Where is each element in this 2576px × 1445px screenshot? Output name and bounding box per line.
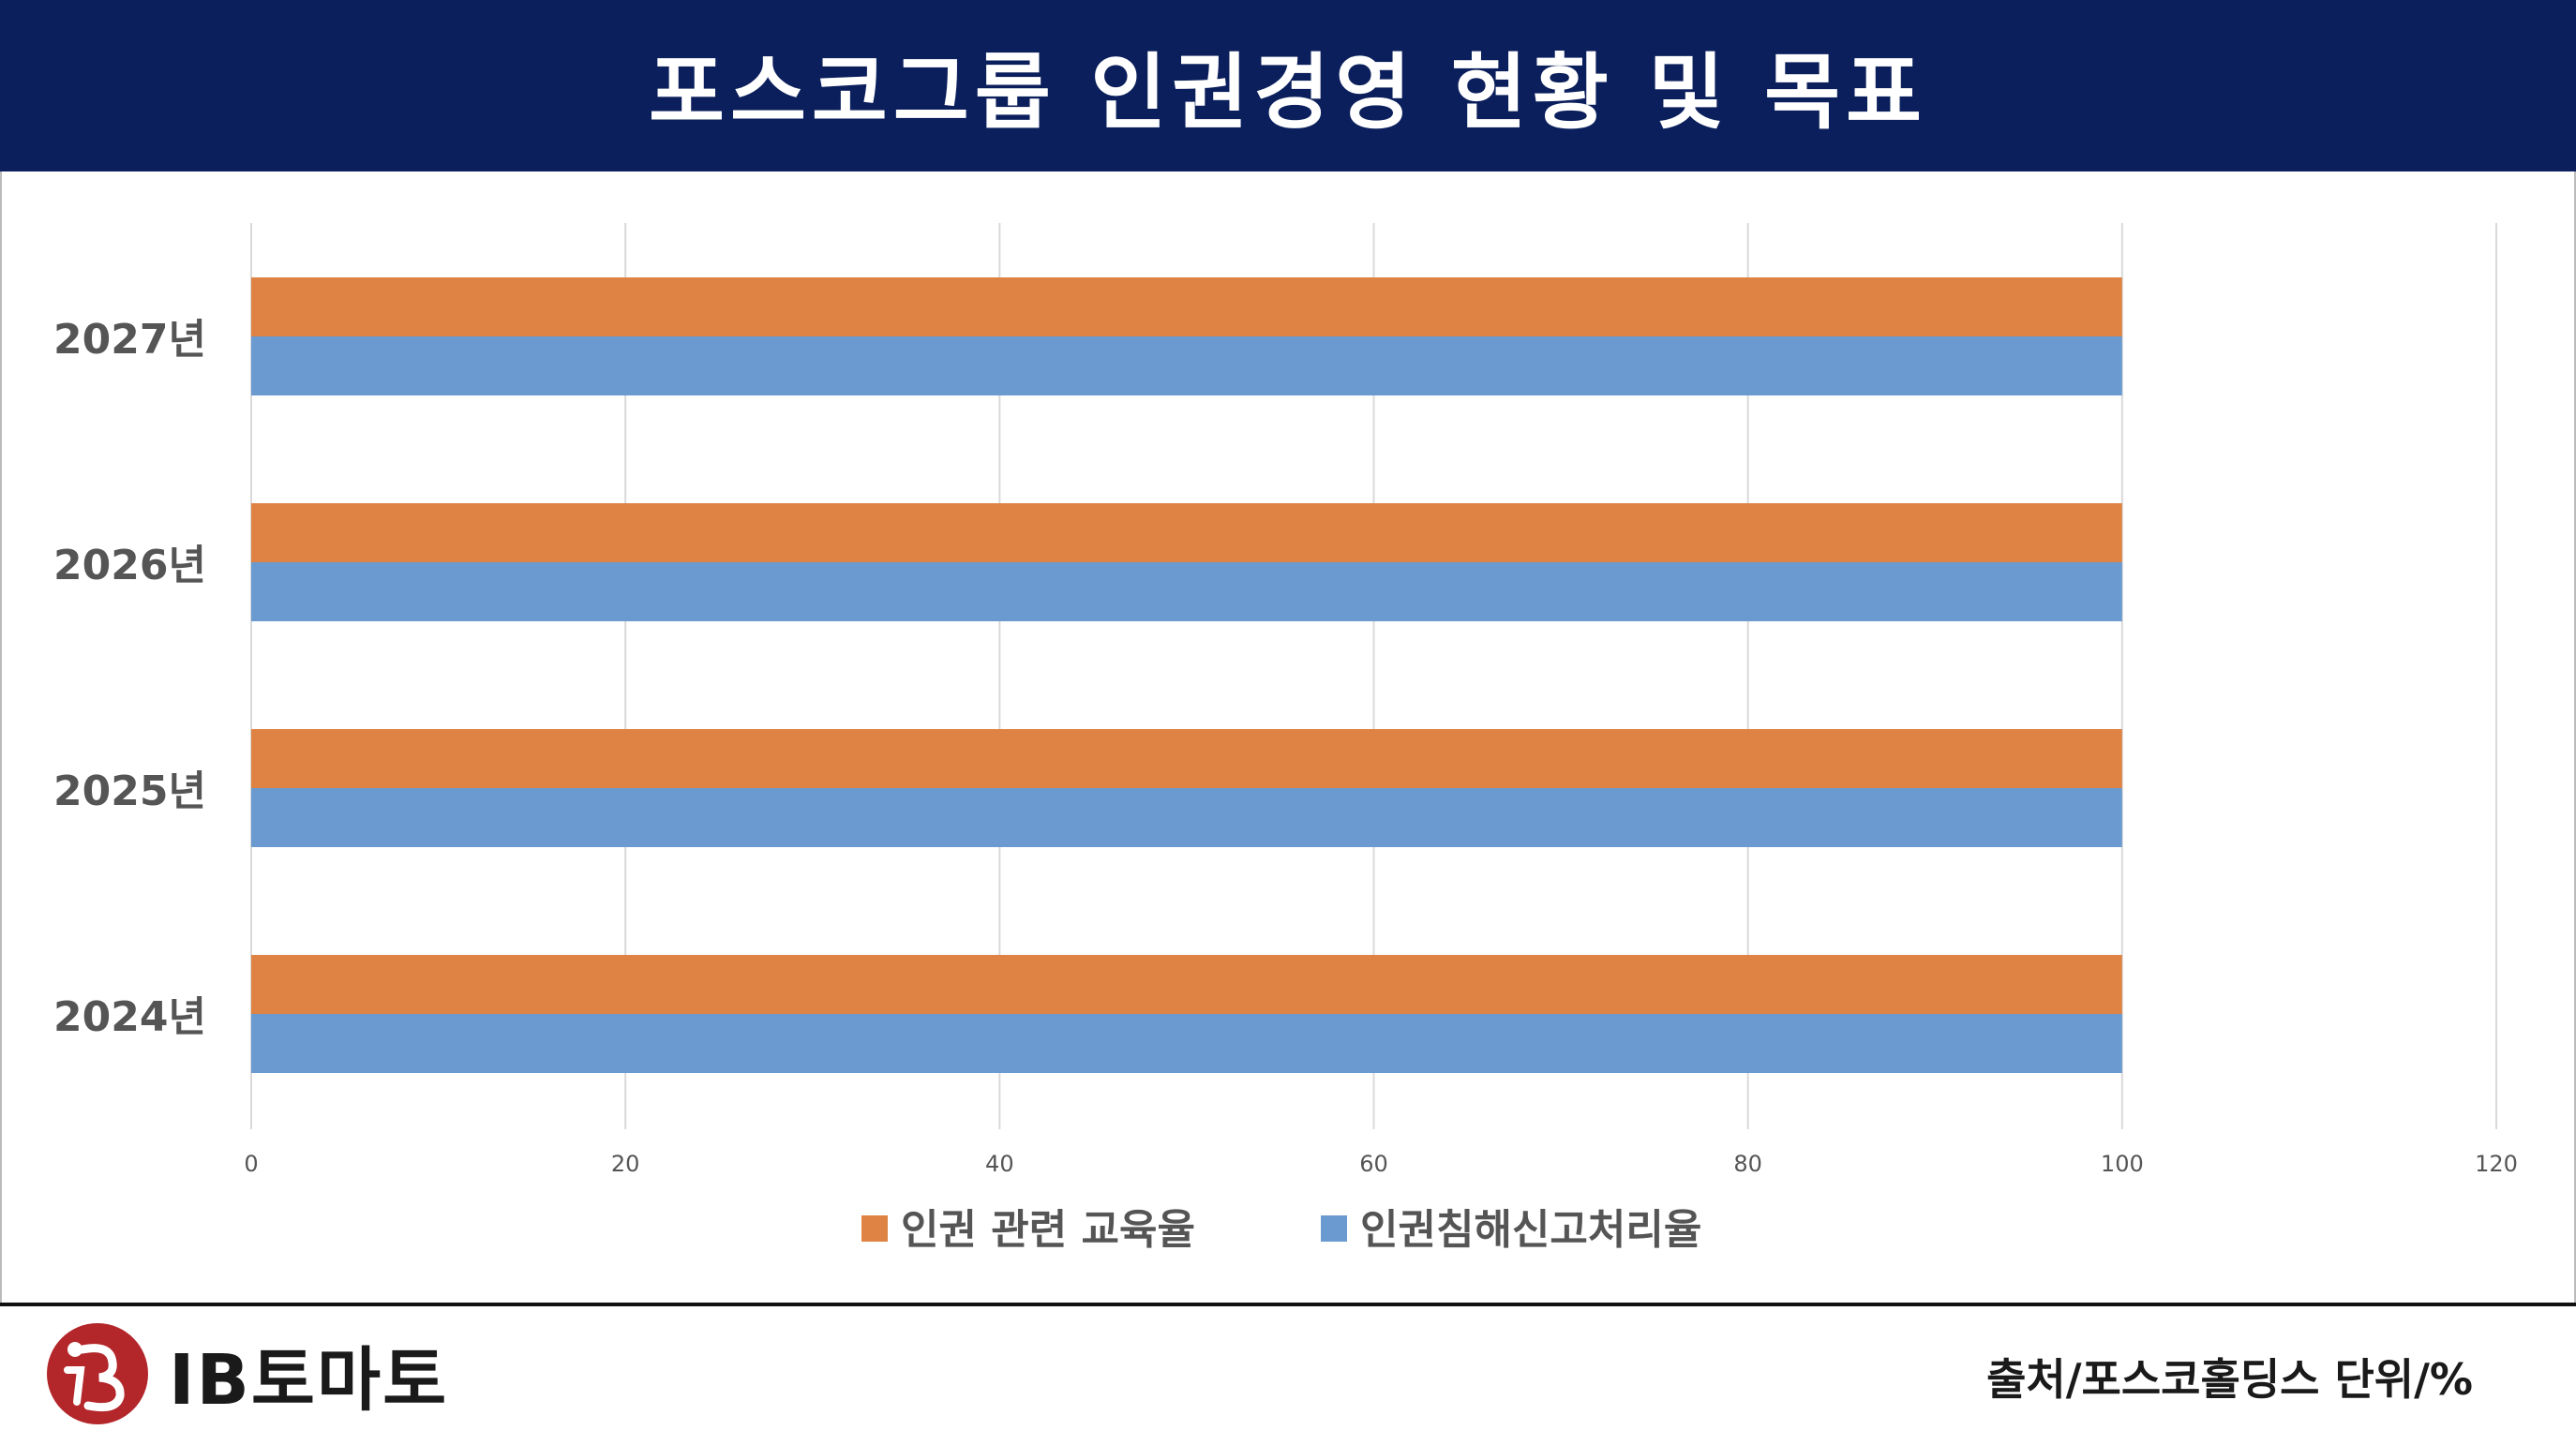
bar — [251, 503, 2122, 562]
x-tick-label: 20 — [611, 1151, 640, 1177]
footer-divider — [0, 1303, 2576, 1306]
chart-title: 포스코그룹 인권경영 현황 및 목표 — [649, 44, 1927, 141]
legend-label: 인권 관련 교육율 — [901, 1206, 1195, 1254]
logo-text: IB토마토 — [169, 1339, 449, 1421]
y-category-label: 2027년 — [53, 316, 206, 364]
frame-border-right — [2574, 171, 2576, 1305]
bar — [251, 336, 2122, 395]
bar — [251, 955, 2122, 1014]
bar — [251, 1014, 2122, 1073]
bar — [251, 562, 2122, 621]
source-note: 출처/포스코홀딩스 단위/% — [1986, 1354, 2473, 1405]
x-tick-label: 0 — [244, 1151, 258, 1177]
y-category-label: 2024년 — [53, 993, 206, 1041]
x-tick-label: 120 — [2475, 1151, 2518, 1177]
x-tick-label: 60 — [1359, 1151, 1388, 1177]
legend-swatch — [1321, 1215, 1347, 1242]
y-category-label: 2026년 — [53, 542, 206, 589]
brand-logo: IB토마토 — [45, 1318, 448, 1430]
x-tick-label: 80 — [1733, 1151, 1762, 1177]
header-banner: 포스코그룹 인권경영 현황 및 목표 — [0, 0, 2576, 171]
frame-border-left — [0, 171, 2, 1305]
bar — [251, 788, 2122, 847]
ib-logo-icon — [47, 1323, 148, 1424]
y-category-label: 2025년 — [53, 767, 206, 815]
bar — [251, 729, 2122, 788]
x-tick-label: 40 — [985, 1151, 1014, 1177]
x-tick-label: 100 — [2101, 1151, 2144, 1177]
bar — [251, 277, 2122, 336]
legend-swatch — [861, 1215, 888, 1242]
legend-label: 인권침해신고처리율 — [1360, 1206, 1701, 1254]
